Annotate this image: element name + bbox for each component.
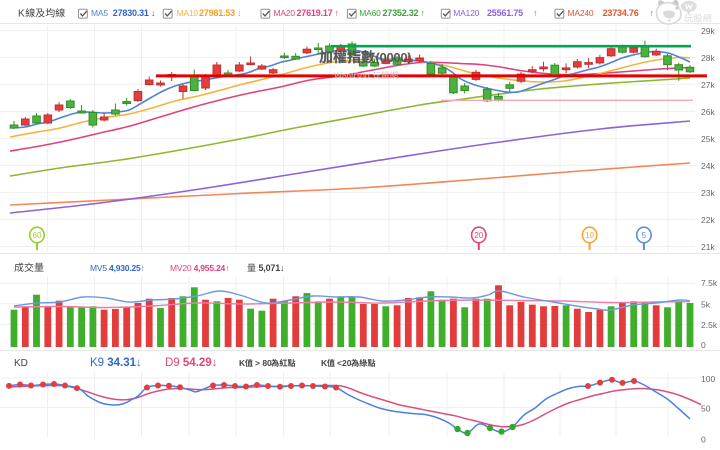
svg-text:27k: 27k — [701, 80, 715, 90]
svg-text:MV5 4,930.25↑: MV5 4,930.25↑ — [90, 263, 145, 273]
svg-text:MA10: MA10 — [177, 8, 199, 18]
svg-text:MA120: MA120 — [453, 8, 479, 18]
svg-text:26k: 26k — [701, 107, 715, 117]
svg-text:21k: 21k — [701, 242, 715, 252]
svg-text:5: 5 — [642, 231, 647, 240]
svg-text:↑: ↑ — [421, 8, 426, 18]
svg-text:27981.53: 27981.53 — [199, 8, 235, 18]
svg-text:K9 34.31↓: K9 34.31↓ — [90, 357, 142, 369]
svg-text:↑: ↑ — [650, 8, 655, 18]
svg-text:5,071↓: 5,071↓ — [259, 263, 285, 273]
svg-text:20: 20 — [474, 231, 483, 240]
svg-text:10: 10 — [585, 231, 594, 240]
svg-text:0: 0 — [701, 434, 706, 444]
svg-text:> 80: > 80 — [255, 358, 272, 368]
svg-text:D9 54.29↓: D9 54.29↓ — [165, 357, 217, 369]
svg-text:K: K — [321, 358, 328, 368]
svg-text:<20: <20 — [337, 358, 352, 368]
svg-text:24k: 24k — [701, 161, 715, 171]
svg-text:MV20 4,955.24↑: MV20 4,955.24↑ — [170, 263, 229, 273]
svg-text:2.5k: 2.5k — [701, 320, 718, 330]
svg-text:↓: ↓ — [151, 8, 156, 18]
svg-text:MA60: MA60 — [359, 8, 381, 18]
svg-text:K: K — [18, 9, 25, 20]
svg-text:MA20: MA20 — [274, 8, 296, 18]
svg-text:5k: 5k — [701, 300, 711, 310]
svg-text:↑: ↑ — [335, 8, 340, 18]
svg-text:50: 50 — [701, 403, 711, 413]
svg-text:25k: 25k — [701, 134, 715, 144]
svg-text:25561.75: 25561.75 — [487, 8, 523, 18]
svg-text:(0000): (0000) — [376, 50, 412, 65]
svg-text:WantGoo: WantGoo — [334, 71, 370, 81]
svg-text:27830.31: 27830.31 — [113, 8, 149, 18]
svg-text:29k: 29k — [701, 26, 715, 36]
svg-text:↓: ↓ — [237, 8, 242, 18]
svg-text:100: 100 — [701, 374, 715, 384]
svg-text:27619.17: 27619.17 — [297, 8, 333, 18]
svg-text:KD: KD — [14, 358, 28, 369]
svg-text:MA5: MA5 — [91, 8, 108, 18]
svg-text:27352.32: 27352.32 — [383, 8, 419, 18]
svg-text:↑: ↑ — [533, 8, 538, 18]
svg-text:MA240: MA240 — [568, 8, 594, 18]
svg-text:22k: 22k — [701, 215, 715, 225]
svg-text:23734.76: 23734.76 — [603, 8, 639, 18]
svg-text:28k: 28k — [701, 53, 715, 63]
svg-text:K: K — [239, 358, 246, 368]
svg-text:0: 0 — [701, 340, 706, 350]
svg-text:23k: 23k — [701, 188, 715, 198]
svg-text:7.5k: 7.5k — [701, 278, 718, 288]
svg-text:60: 60 — [33, 231, 42, 240]
